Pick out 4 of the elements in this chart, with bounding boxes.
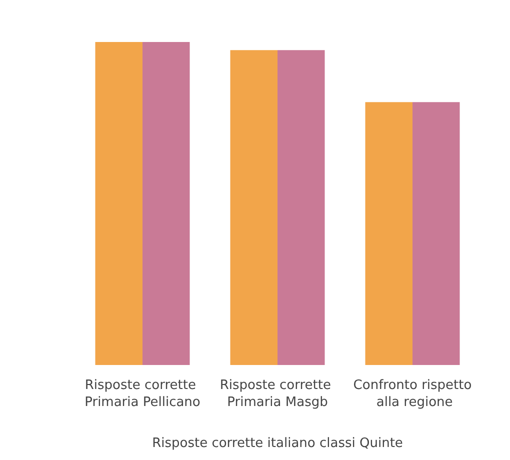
- x-tick-label: Confronto rispetto alla regione: [353, 378, 472, 410]
- x-tick-label: Risposte corrette Primaria Masgb: [220, 378, 336, 410]
- x-axis-title: Risposte corrette italiano classi Quinte: [152, 436, 403, 451]
- x-tick-label: Risposte corrette Primaria Pellicano: [84, 378, 200, 410]
